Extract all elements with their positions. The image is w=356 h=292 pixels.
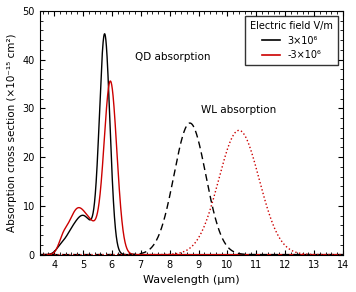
Text: QD absorption: QD absorption [135,52,210,62]
X-axis label: Wavelength (μm): Wavelength (μm) [143,275,240,285]
Legend: 3×10⁶, -3×10⁶: 3×10⁶, -3×10⁶ [246,16,338,65]
Y-axis label: Absorption cross section (×10⁻¹⁵ cm²): Absorption cross section (×10⁻¹⁵ cm²) [7,34,17,232]
Text: WL absorption: WL absorption [201,105,277,115]
